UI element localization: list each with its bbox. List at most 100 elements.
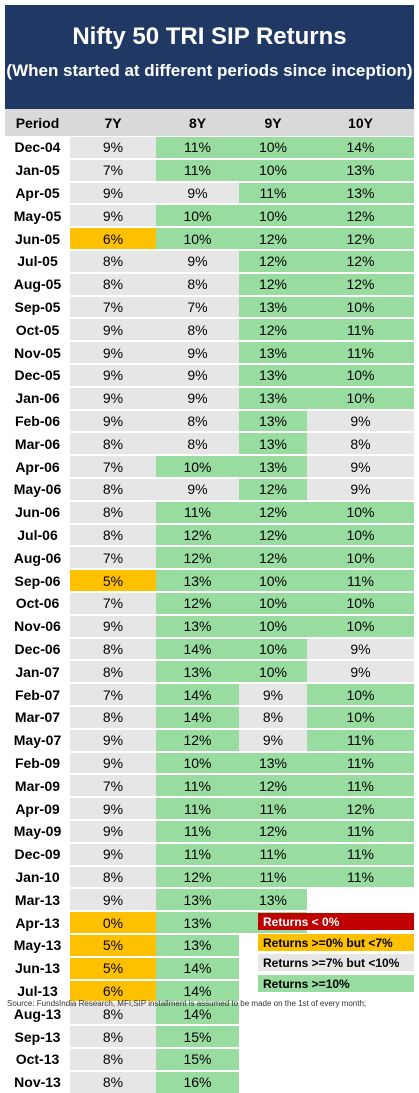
return-cell: 9% (307, 479, 414, 500)
period-label: Jun-13 (14, 960, 61, 977)
return-cell: 8% (70, 524, 156, 546)
period-label: Aug-13 (13, 1005, 62, 1022)
return-cell: 8% (70, 273, 156, 295)
return-cell: 11% (156, 137, 239, 158)
return-cell: 12% (307, 251, 414, 272)
return-cell: 11% (239, 182, 307, 204)
return-cell: 12% (239, 273, 307, 295)
period-label: Oct-13 (15, 1051, 60, 1068)
return-cell: 11% (156, 159, 239, 181)
return-cell: 8% (70, 866, 156, 888)
period-label: Apr-06 (15, 458, 60, 475)
period-label: May-07 (13, 732, 62, 749)
period-label: Dec-09 (14, 846, 61, 863)
return-cell: 7% (156, 296, 239, 318)
return-cell: 11% (307, 752, 414, 774)
return-cell: 12% (239, 547, 307, 569)
return-cell: 9% (156, 251, 239, 272)
return-cell: 11% (307, 843, 414, 865)
return-cell: 10% (239, 137, 307, 158)
return-cell (307, 1049, 414, 1070)
period-label: May-06 (13, 481, 62, 498)
return-cell: 6% (70, 228, 156, 249)
period-label: Dec-06 (14, 640, 61, 657)
return-cell: 5% (70, 570, 156, 591)
return-cell: 16% (156, 1071, 239, 1093)
return-cell: 12% (307, 798, 414, 819)
return-cell: 13% (156, 912, 239, 933)
return-cell: 13% (307, 182, 414, 204)
period-label: Jun-06 (14, 504, 61, 521)
return-cell: 10% (239, 661, 307, 683)
return-cell: 8% (156, 410, 239, 432)
return-cell: 9% (239, 729, 307, 751)
period-label: Jul-06 (17, 526, 58, 543)
return-cell: 11% (156, 821, 239, 842)
return-cell: 10% (239, 159, 307, 181)
return-cell: 12% (239, 251, 307, 272)
return-cell: 9% (307, 661, 414, 683)
return-cell: 10% (156, 456, 239, 477)
legend-item: Returns >=0% but <7% (258, 934, 414, 951)
return-cell: 9% (156, 182, 239, 204)
return-cell: 8% (70, 1049, 156, 1070)
return-cell: 8% (307, 433, 414, 455)
return-cell: 10% (239, 615, 307, 637)
return-cell: 9% (70, 729, 156, 751)
return-cell: 9% (70, 205, 156, 227)
return-cell: 9% (70, 365, 156, 386)
return-cell: 9% (70, 319, 156, 341)
return-cell: 11% (307, 821, 414, 842)
period-label: Oct-05 (15, 321, 60, 338)
return-cell: 12% (156, 866, 239, 888)
return-cell: 8% (70, 638, 156, 660)
return-cell: 9% (307, 410, 414, 432)
return-cell: 9% (70, 821, 156, 842)
return-cell: 8% (70, 1026, 156, 1047)
return-cell: 9% (70, 889, 156, 911)
period-label: Jan-07 (15, 663, 60, 680)
period-label: Jul-05 (17, 253, 58, 270)
return-cell: 14% (156, 684, 239, 705)
return-cell: 10% (307, 615, 414, 637)
chart-subtitle: (When started at different periods since… (6, 61, 413, 80)
return-cell: 14% (156, 707, 239, 728)
return-cell: 10% (239, 638, 307, 660)
return-cell: 10% (307, 365, 414, 386)
return-cell (239, 1072, 307, 1093)
return-cell: 10% (307, 593, 414, 614)
period-label: Nov-05 (14, 344, 61, 361)
period-label: May-05 (13, 207, 62, 224)
return-cell: 12% (239, 228, 307, 249)
return-cell: 13% (156, 935, 239, 956)
return-cell (307, 1026, 414, 1047)
period-label: Sep-06 (14, 572, 61, 589)
period-label: Dec-04 (14, 139, 61, 156)
period-label: Jan-05 (15, 162, 60, 179)
return-cell: 9% (70, 843, 156, 865)
return-cell: 10% (307, 501, 414, 523)
return-cell: 8% (70, 479, 156, 500)
return-cell: 9% (156, 365, 239, 386)
return-cell: 12% (239, 479, 307, 500)
return-cell: 9% (70, 410, 156, 432)
return-cell: 10% (239, 570, 307, 591)
return-cell: 0% (70, 912, 156, 933)
period-label: Jan-06 (15, 390, 60, 407)
period-label: Sep-13 (14, 1028, 61, 1045)
period-label: May-09 (13, 823, 62, 840)
return-cell: 9% (70, 137, 156, 158)
return-cell: 11% (156, 798, 239, 819)
return-cell: 10% (156, 752, 239, 774)
return-cell: 13% (239, 365, 307, 386)
return-cell: 5% (70, 935, 156, 956)
return-cell: 9% (70, 182, 156, 204)
return-cell: 12% (307, 228, 414, 249)
return-cell: 13% (156, 615, 239, 637)
return-cell: 11% (307, 775, 414, 797)
return-cell: 9% (70, 387, 156, 409)
return-cell: 12% (156, 524, 239, 546)
return-cell: 7% (70, 456, 156, 477)
return-cell: 10% (307, 524, 414, 546)
return-cell: 10% (156, 228, 239, 249)
